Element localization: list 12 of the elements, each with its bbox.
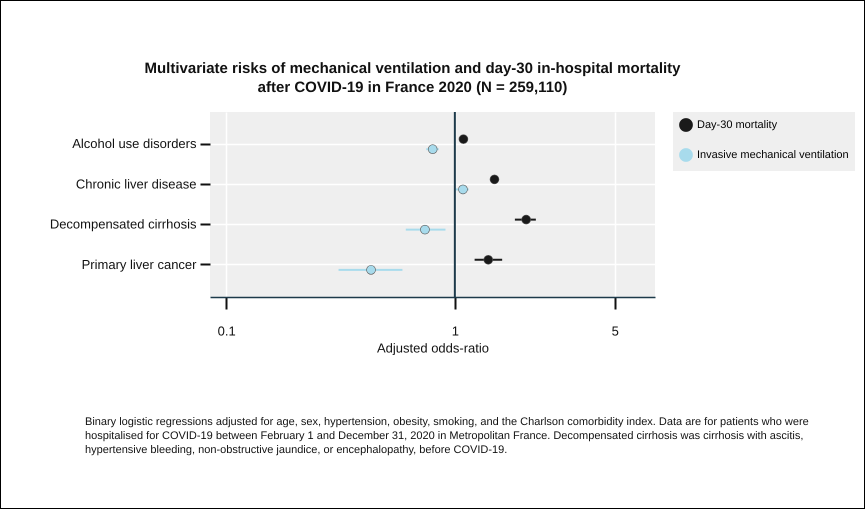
y-tick-label: Primary liver cancer xyxy=(82,256,198,272)
y-tick-label: Decompensated cirrhosis xyxy=(50,216,197,232)
y-tick-label: Alcohol use disorders xyxy=(72,136,197,152)
legend-label: Day-30 mortality xyxy=(697,119,778,131)
chart-title: Multivariate risks of mechanical ventilation and day-30 in-hospital mortality after COVID-19 in France 2020 (N = 259,110) xyxy=(144,60,682,96)
text: Binary logistic regressions adjusted for age, sex, hypertension, obesity, smoking, and the Charlson comorbidity index. Data are for patients who were hospitalised for COVID-19 between February 1 and December 31, 2020 in Metropolitan France. Decompensated cirrhosis was cirrhosis with ascitis, hypertensive bleeding, non-obstructive jaundice, or encephalopathy, before COVID-19. xyxy=(85,415,810,457)
y-tick-label: Chronic liver disease xyxy=(76,176,196,192)
x-tick-label: 1 xyxy=(452,324,459,338)
x-axis-title: Adjusted odds-ratio xyxy=(376,340,490,356)
legend-label: Invasive mechanical ventilation xyxy=(697,149,849,161)
x-tick-label: 5 xyxy=(612,324,619,338)
x-tick-label: 0.1 xyxy=(218,324,236,338)
